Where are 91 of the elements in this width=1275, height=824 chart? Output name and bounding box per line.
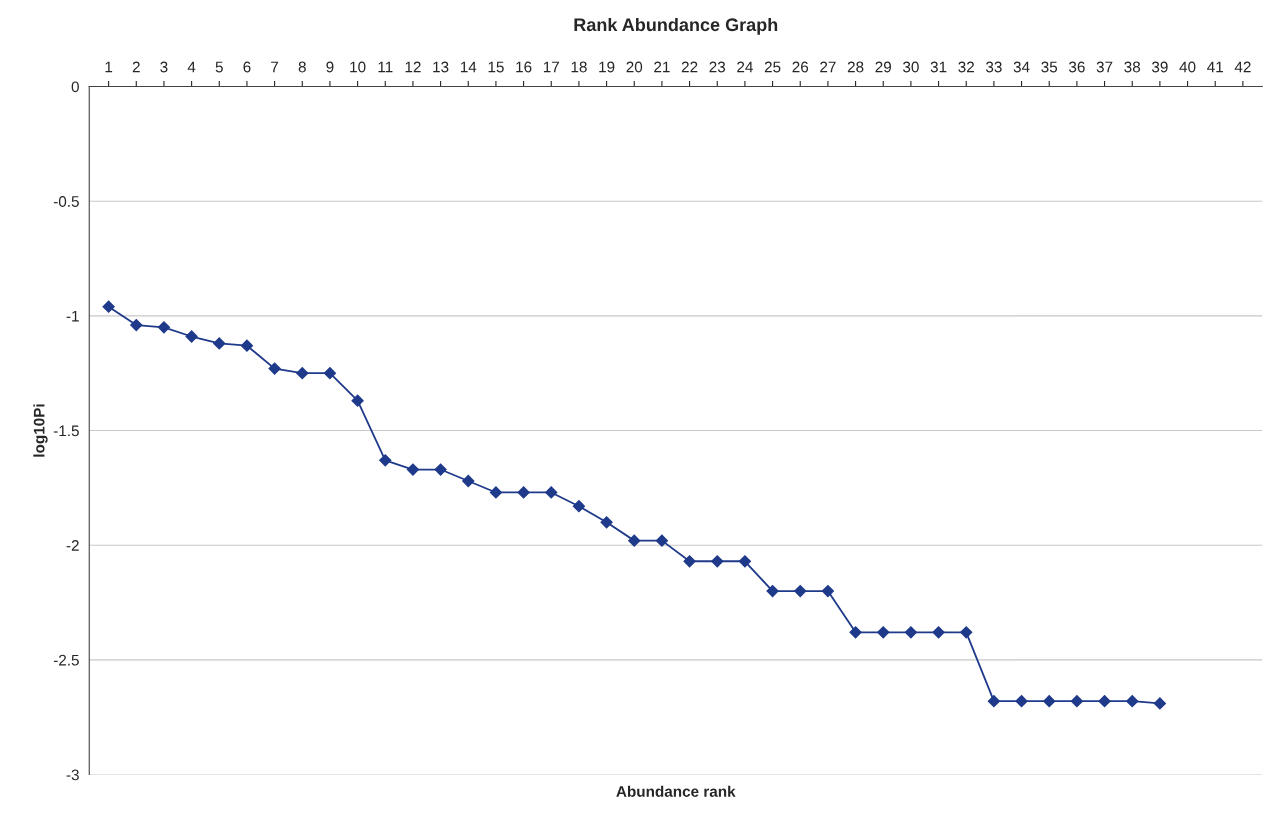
- point: [130, 318, 143, 332]
- y-tick-label: -2: [66, 540, 79, 551]
- x-tick-label: 31: [930, 61, 947, 73]
- y-tick-label: -0.5: [53, 196, 79, 207]
- point: [213, 337, 226, 350]
- point: [572, 500, 586, 513]
- point: [545, 486, 558, 499]
- x-tick-label: 34: [1013, 61, 1030, 73]
- x-tick-label: 28: [847, 61, 864, 73]
- x-tick-label: 39: [1151, 61, 1168, 73]
- point: [821, 584, 835, 598]
- point: [960, 626, 973, 639]
- point: [489, 486, 503, 499]
- point: [628, 534, 641, 547]
- point: [849, 626, 862, 639]
- point: [240, 339, 254, 352]
- point: [351, 394, 364, 407]
- point: [987, 695, 1000, 708]
- x-tick-label: 32: [958, 61, 974, 73]
- point: [462, 474, 475, 488]
- point: [877, 626, 890, 639]
- point: [406, 463, 420, 476]
- x-tick-label: 4: [187, 61, 196, 73]
- point: [1070, 695, 1083, 708]
- x-tick-label: 10: [350, 61, 366, 73]
- point: [766, 584, 779, 598]
- x-tick-label: 7: [271, 61, 279, 73]
- x-tick-label: 26: [792, 61, 809, 73]
- x-tick-label: 8: [298, 61, 306, 73]
- point: [1126, 695, 1139, 708]
- x-tick-label: 37: [1096, 61, 1113, 73]
- x-tick-label: 13: [433, 61, 449, 73]
- point: [517, 486, 530, 499]
- x-tick-label: 20: [626, 61, 643, 73]
- point: [434, 463, 447, 476]
- y-tick-label: -1.5: [53, 425, 79, 437]
- point: [600, 516, 613, 529]
- x-tick-label: 6: [243, 61, 251, 73]
- y-tick-label: -1: [66, 310, 79, 322]
- x-tick-label: 41: [1207, 61, 1223, 73]
- x-tick-label: 15: [488, 61, 504, 73]
- x-tick-label: 27: [820, 61, 836, 73]
- x-tick-label: 1: [105, 61, 113, 73]
- point: [1043, 695, 1056, 708]
- x-tick-label: 3: [160, 61, 168, 73]
- x-tick-label: 18: [571, 61, 587, 73]
- point: [296, 367, 309, 380]
- point: [323, 367, 337, 380]
- x-tick-label: 25: [764, 61, 781, 73]
- point: [1015, 695, 1028, 708]
- x-tick-label: 12: [405, 61, 421, 73]
- point: [738, 555, 752, 568]
- point: [102, 300, 115, 313]
- chart-title: Rank Abundance Graph: [574, 17, 778, 35]
- x-tick-label: 36: [1068, 61, 1085, 73]
- x-tick-label: 33: [985, 61, 1002, 73]
- point: [711, 555, 724, 568]
- x-tick-label: 24: [737, 61, 753, 73]
- point: [794, 584, 807, 598]
- x-tick-label: 29: [875, 61, 892, 73]
- point: [157, 321, 171, 334]
- x-tick-label: 14: [460, 61, 477, 73]
- x-tick-label: 19: [599, 61, 615, 73]
- x-tick-label: 35: [1041, 61, 1058, 73]
- x-tick-label: 42: [1234, 61, 1251, 73]
- point: [1153, 697, 1166, 710]
- x-tick-label: 17: [543, 61, 559, 73]
- x-tick-label: 5: [215, 61, 223, 73]
- x-tick-label: 23: [709, 61, 726, 73]
- point: [268, 362, 281, 375]
- x-tick-label: 16: [516, 61, 532, 73]
- point: [904, 626, 917, 639]
- x-tick-label: 11: [378, 61, 393, 73]
- point: [683, 555, 696, 568]
- x-tick-label: 9: [326, 61, 334, 73]
- point: [655, 534, 669, 547]
- x-tick-label: 22: [681, 61, 698, 73]
- point: [185, 330, 198, 343]
- x-tick-label: 30: [902, 61, 919, 73]
- x-tick-label: 38: [1124, 61, 1141, 73]
- point: [379, 454, 392, 467]
- x-axis-title: Abundance rank: [616, 785, 736, 797]
- y-axis-title: log10Pi: [33, 404, 48, 457]
- y-tick-label: -3: [66, 769, 79, 781]
- x-tick-label: 2: [132, 61, 140, 73]
- point: [1098, 695, 1111, 708]
- y-tick-label: 0: [71, 81, 79, 93]
- point: [932, 626, 945, 639]
- y-tick-label: -2.5: [53, 654, 79, 666]
- x-tick-label: 40: [1179, 61, 1196, 73]
- x-tick-label: 21: [654, 61, 670, 73]
